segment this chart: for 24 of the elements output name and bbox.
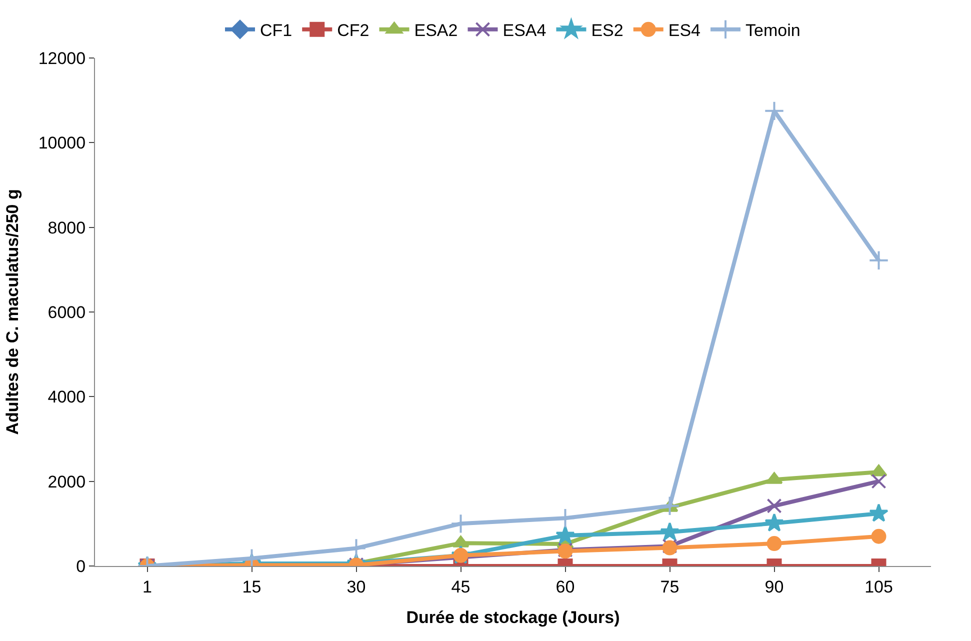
y-tick-label: 0 bbox=[76, 556, 86, 576]
x-tick-label: 30 bbox=[346, 577, 366, 596]
y-tick-label: 10000 bbox=[38, 134, 86, 153]
x-tick-label: 75 bbox=[660, 577, 680, 596]
x-tick-label: 60 bbox=[556, 577, 575, 596]
legend-label: Temoin bbox=[746, 21, 800, 40]
x-tick-label: 90 bbox=[764, 577, 784, 596]
legend-label: CF1 bbox=[260, 21, 292, 40]
legend-label: CF2 bbox=[337, 21, 370, 40]
legend-label: ES4 bbox=[668, 21, 700, 40]
legend-label: ESA2 bbox=[414, 21, 458, 40]
legend-label: ES2 bbox=[591, 21, 624, 40]
y-tick-label: 4000 bbox=[48, 388, 86, 407]
x-tick-label: 105 bbox=[864, 577, 893, 596]
y-tick-label: 8000 bbox=[48, 218, 86, 238]
y-tick-label: 6000 bbox=[48, 302, 86, 322]
y-tick-label: 12000 bbox=[38, 48, 86, 68]
x-axis-title: Durée de stockage (Jours) bbox=[406, 608, 620, 627]
x-tick-label: 15 bbox=[242, 577, 262, 596]
y-tick-label: 2000 bbox=[48, 472, 86, 492]
x-tick-label: 45 bbox=[451, 577, 470, 596]
legend-label: ESA4 bbox=[502, 21, 546, 40]
y-axis-title: Adultes de C. maculatus/250 g bbox=[2, 189, 22, 435]
x-tick-label: 1 bbox=[142, 577, 152, 596]
